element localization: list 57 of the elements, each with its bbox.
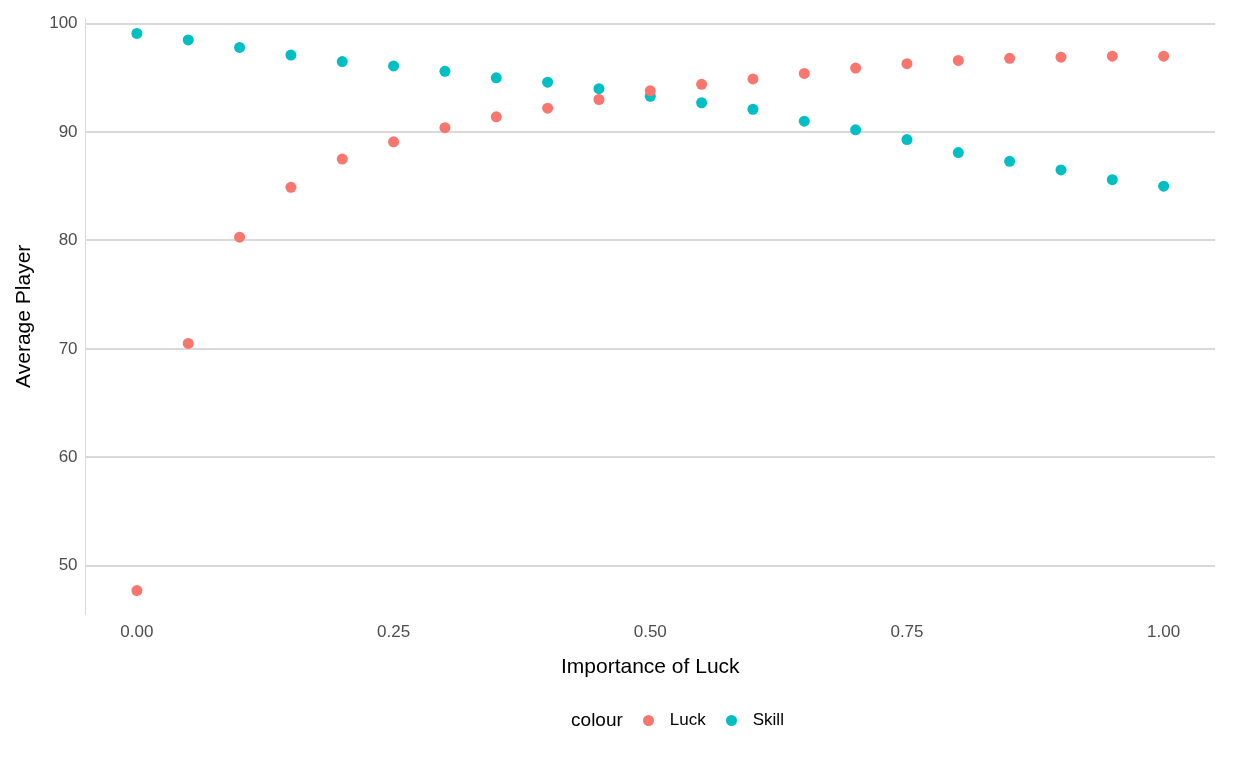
point [234,231,246,243]
y-axis-title: Average Player [11,244,35,388]
point [182,337,194,349]
point [696,78,708,90]
point [644,85,656,97]
point [439,65,451,77]
point [1106,50,1118,62]
point [696,97,708,109]
point [542,76,554,88]
point [336,153,348,165]
point [1004,155,1016,167]
point [285,181,297,193]
x-axis-title: Importance of Luck [560,654,741,678]
point [439,122,451,134]
point [747,103,759,115]
point [490,72,502,84]
point [1158,50,1170,62]
point [490,111,502,123]
point [952,54,964,66]
point [285,49,297,61]
point [850,62,862,74]
legend-label: Luck [669,710,706,730]
y-tick-label: 70 [58,338,78,358]
legend-title: colour [571,709,623,731]
point [1055,51,1067,63]
point [234,41,246,53]
point [593,94,605,105]
y-tick-label: 80 [58,230,78,250]
point [1055,164,1067,176]
point [1158,180,1170,192]
point [747,73,759,85]
x-tick-label: 0.25 [377,622,411,642]
point [131,585,143,597]
y-tick-label: 90 [58,121,78,141]
y-tick-label: 60 [58,446,78,466]
y-tick-label: 50 [58,555,78,575]
point [542,102,554,114]
point [388,136,400,148]
point [182,34,194,46]
legend-label: Skill [752,710,784,730]
x-tick-label: 0.50 [633,622,667,642]
y-tick-label: 100 [49,13,78,33]
point [798,67,810,79]
x-tick-label: 1.00 [1147,622,1181,642]
point [131,27,143,39]
point [901,58,913,70]
point [1106,174,1118,186]
x-tick-label: 0.00 [120,622,154,642]
point [850,124,862,136]
point [388,60,400,72]
point [798,115,810,127]
point [1004,52,1016,64]
x-tick-label: 0.75 [890,622,924,642]
point [593,83,605,95]
point [901,134,913,146]
point [952,147,964,159]
point [336,56,348,68]
